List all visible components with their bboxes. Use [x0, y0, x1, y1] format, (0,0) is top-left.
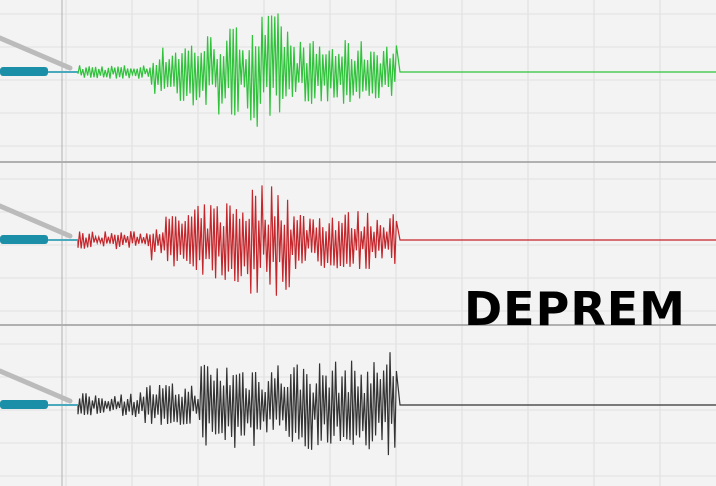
waveforms — [77, 13, 716, 456]
pen-body — [0, 235, 48, 244]
pen-arm — [0, 368, 73, 404]
pen-arm — [0, 35, 73, 71]
caption: DEPREM — [464, 282, 686, 336]
pen-body — [0, 400, 48, 409]
pen-arm — [0, 203, 73, 239]
waveform — [77, 13, 716, 127]
pens — [0, 35, 78, 409]
waveform — [77, 352, 716, 456]
pen-body — [0, 67, 48, 76]
waveform — [77, 185, 716, 296]
